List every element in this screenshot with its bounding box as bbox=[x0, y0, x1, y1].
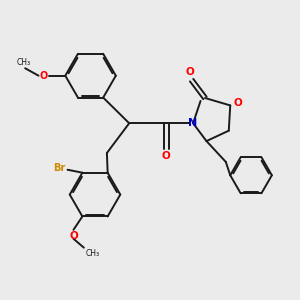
Text: O: O bbox=[69, 231, 78, 241]
Text: Br: Br bbox=[53, 163, 65, 173]
Text: N: N bbox=[188, 118, 198, 128]
Text: O: O bbox=[39, 71, 47, 81]
Text: O: O bbox=[234, 98, 243, 108]
Text: O: O bbox=[162, 152, 171, 161]
Text: CH₃: CH₃ bbox=[86, 249, 100, 258]
Text: O: O bbox=[186, 67, 194, 76]
Text: CH₃: CH₃ bbox=[16, 58, 31, 67]
